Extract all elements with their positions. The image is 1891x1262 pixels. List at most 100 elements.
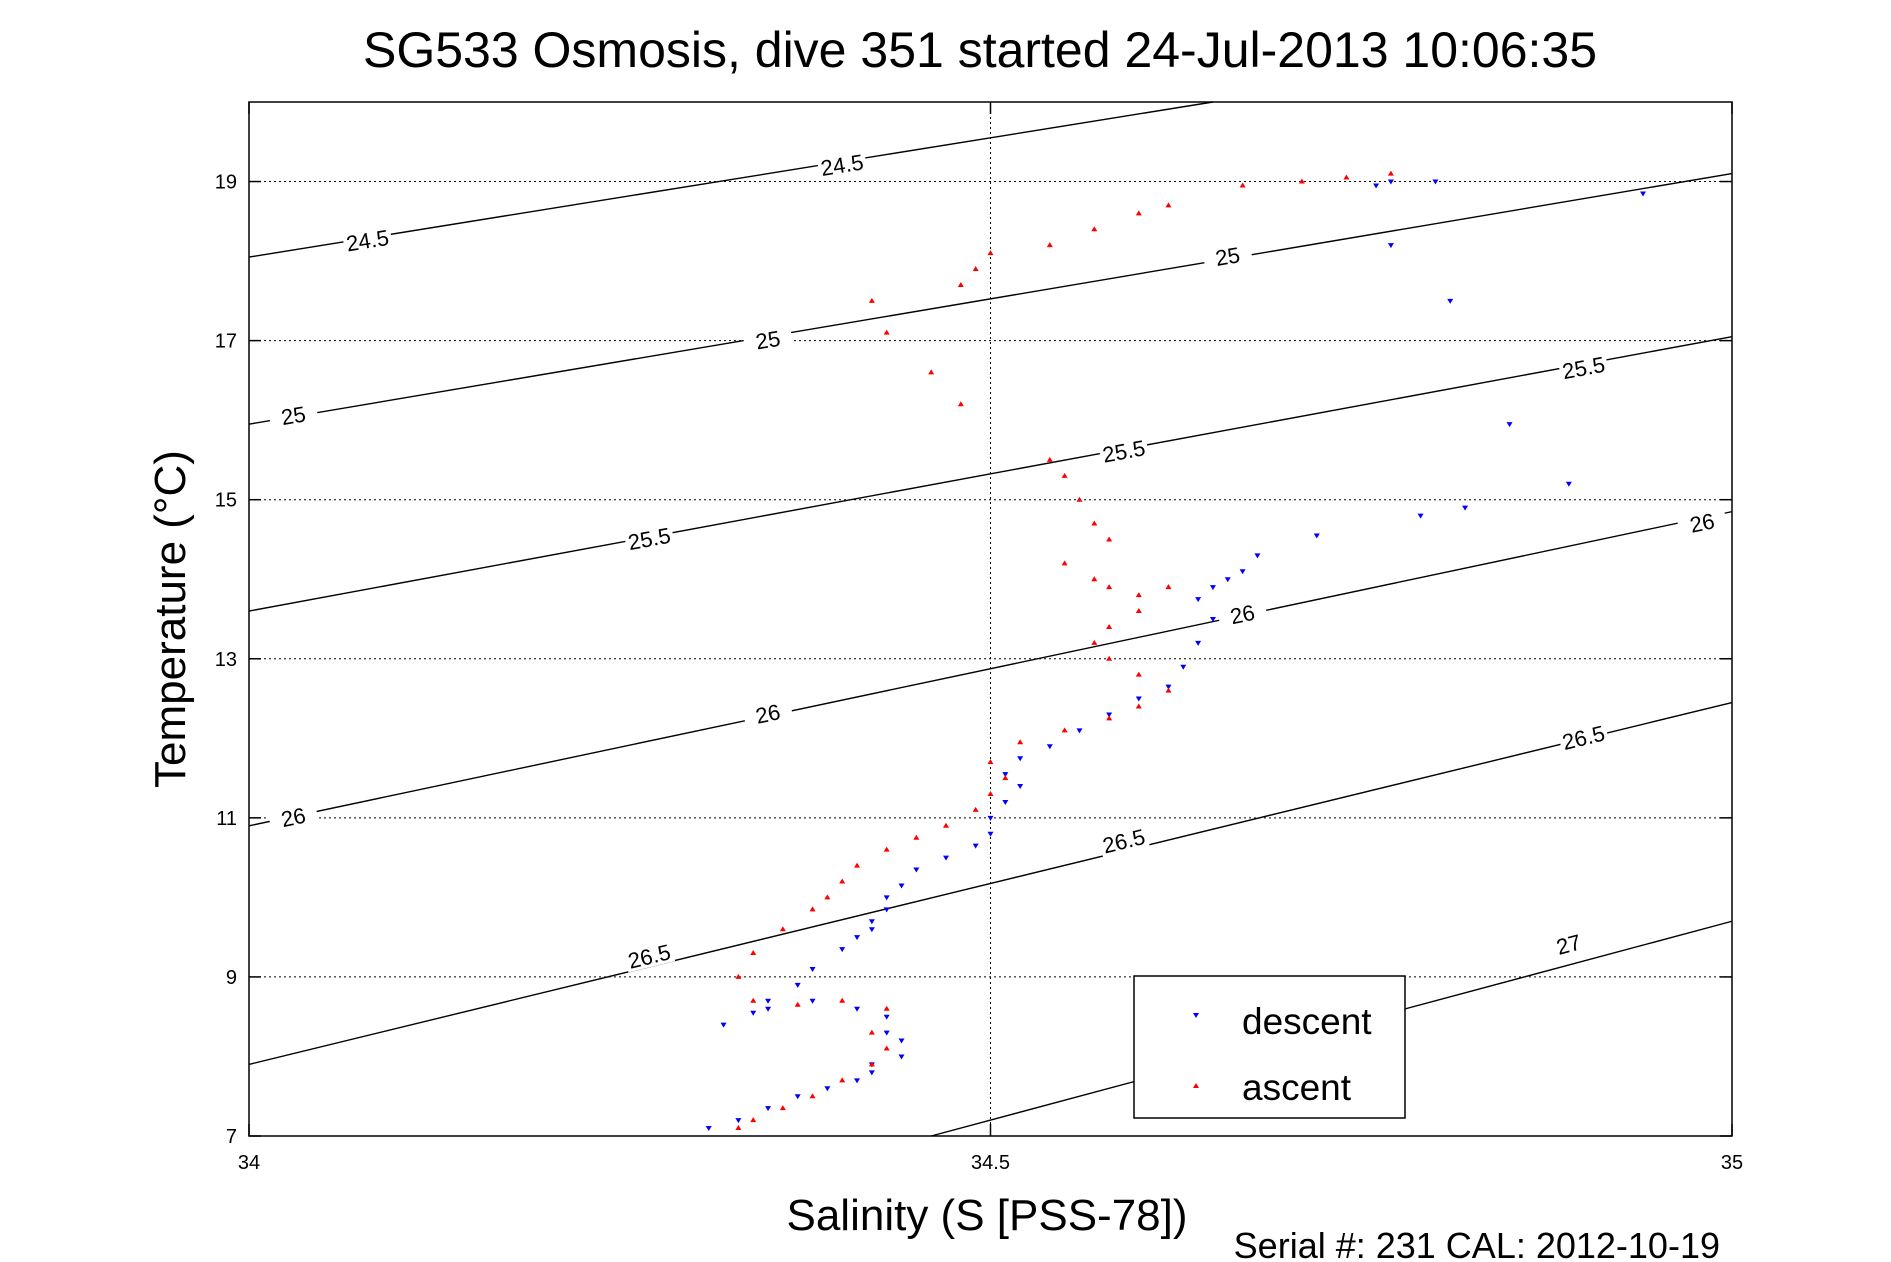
contour-label-bg <box>1557 719 1610 754</box>
contour-label-bg <box>267 398 319 431</box>
ascent-point <box>913 834 920 840</box>
descent-point <box>1417 513 1424 519</box>
contour-label: 26 <box>1688 508 1717 538</box>
descent-point <box>883 1030 890 1036</box>
ascent-point <box>1343 174 1350 180</box>
ascent-point <box>1135 671 1142 677</box>
legend-descent-label: descent <box>1242 1001 1372 1042</box>
descent-point <box>987 831 994 837</box>
ascent-point <box>735 973 742 979</box>
descent-point <box>1640 191 1647 197</box>
x-axis-label: Salinity (S [PSS-78]) <box>786 1191 1187 1240</box>
contour-label-bg <box>267 799 320 833</box>
ascent-point <box>750 1117 757 1123</box>
descent-point <box>1195 640 1202 646</box>
ascent-point <box>1135 210 1142 216</box>
ascent-point <box>1061 727 1068 733</box>
legend-descent-marker <box>1193 1013 1199 1018</box>
density-contour-24.5 <box>248 101 1214 258</box>
descent-point <box>705 1126 712 1132</box>
contour-label-bg <box>1557 350 1610 383</box>
ascent-point <box>1002 775 1009 781</box>
x-tick-label: 34.5 <box>971 1152 1010 1174</box>
descent-point <box>720 1022 727 1028</box>
y-tick-label: 13 <box>215 649 237 671</box>
descent-point <box>1506 422 1513 428</box>
ascent-point <box>883 1045 890 1051</box>
contour-label: 26 <box>753 699 782 729</box>
legend-ascent-marker <box>1193 1083 1199 1088</box>
y-tick-label: 17 <box>215 331 237 353</box>
descent-point <box>1387 243 1394 249</box>
contour-label: 26 <box>279 803 308 833</box>
ascent-point <box>1091 226 1098 232</box>
ascent-point <box>1106 655 1113 661</box>
descent-point <box>735 1118 742 1124</box>
ascent-point <box>1165 202 1172 208</box>
descent-point <box>794 1094 801 1100</box>
descent-point <box>1017 756 1024 762</box>
ascent-point <box>943 822 950 828</box>
ascent-point <box>854 862 861 868</box>
contour-label: 25.5 <box>1560 352 1607 384</box>
descent-point <box>765 998 772 1004</box>
ascent-point <box>1091 576 1098 582</box>
ascent-point <box>1298 178 1305 184</box>
contour-label-bg <box>341 223 393 255</box>
data-points <box>705 170 1647 1132</box>
ascent-point <box>883 329 890 335</box>
ascent-point <box>735 1125 742 1131</box>
descent-point <box>1447 298 1454 304</box>
descent-point <box>809 966 816 972</box>
ascent-point <box>1046 242 1053 248</box>
descent-point <box>898 1038 905 1044</box>
ascent-point <box>839 997 846 1003</box>
ascent-point <box>1135 592 1142 598</box>
descent-point <box>943 855 950 861</box>
density-contour-25 <box>248 172 1733 425</box>
ascent-point <box>1091 520 1098 526</box>
descent-point <box>972 843 979 849</box>
descent-point <box>1373 183 1380 189</box>
contour-label: 26.5 <box>626 939 674 973</box>
axis-ticks: 34 34.5 35 7 9 11 13 15 17 19 <box>215 102 1743 1174</box>
ascent-point <box>809 1093 816 1099</box>
descent-point <box>839 947 846 953</box>
ascent-point <box>883 1005 890 1011</box>
ascent-point <box>957 281 964 287</box>
descent-point <box>1224 577 1231 583</box>
contour-label: 26.5 <box>1560 721 1608 755</box>
descent-point <box>868 927 875 933</box>
legend: descent ascent <box>1133 975 1406 1119</box>
descent-point <box>765 1006 772 1012</box>
ascent-point <box>868 1061 875 1067</box>
y-tick-label: 9 <box>226 967 237 989</box>
contour-label-bg <box>1201 239 1254 271</box>
contour-label: 24.5 <box>819 149 865 180</box>
ascent-point <box>1135 608 1142 614</box>
ascent-point <box>1106 584 1113 590</box>
ascent-point <box>1046 456 1053 462</box>
descent-point <box>883 1014 890 1020</box>
contour-label: 24.5 <box>344 225 390 256</box>
descent-point <box>765 1106 772 1112</box>
y-axis-label: Temperature (°C) <box>146 450 195 788</box>
contour-label: 26.5 <box>1100 824 1148 858</box>
ascent-point <box>1106 623 1113 629</box>
contour-label-bg <box>1675 504 1728 539</box>
ascent-point <box>809 906 816 912</box>
contour-label-bg <box>816 147 868 180</box>
descent-point <box>809 998 816 1004</box>
descent-point <box>1180 664 1187 670</box>
ascent-point <box>1076 496 1083 502</box>
ascent-point <box>868 1029 875 1035</box>
serial-cal-footer: Serial #: 231 CAL: 2012-10-19 <box>1234 1225 1720 1262</box>
contour-label: 26 <box>1228 600 1257 630</box>
descent-point <box>1209 585 1216 591</box>
ascent-point <box>957 401 964 407</box>
contour-label: 25 <box>754 326 782 355</box>
contour-label: 25.5 <box>1101 435 1148 467</box>
contour-label-bg <box>1542 925 1595 961</box>
descent-point <box>854 1078 861 1084</box>
descent-point <box>824 1086 831 1092</box>
